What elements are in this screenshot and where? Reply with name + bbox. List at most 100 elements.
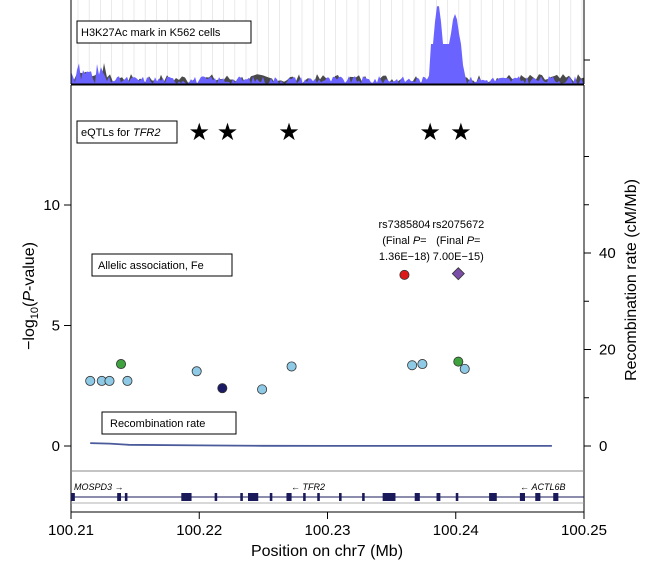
snp-annotation-final-prefix: (Final bbox=[382, 235, 413, 247]
snp-point bbox=[122, 375, 133, 386]
eqtl-star: ★ bbox=[419, 119, 441, 146]
snp-point bbox=[453, 356, 464, 367]
eqtl-star: ★ bbox=[188, 119, 210, 146]
recombination-label: Recombination rate bbox=[110, 418, 205, 430]
y2-axis-title: Recombination rate (cM/Mb) bbox=[623, 179, 640, 381]
gene-direction-arrow: ← bbox=[291, 482, 303, 492]
gene-exon bbox=[117, 493, 122, 501]
snp-annotation-final: (Final P= bbox=[382, 235, 426, 247]
eqtl-star: ★ bbox=[217, 119, 239, 146]
gene-exon bbox=[269, 493, 273, 501]
gene-exon bbox=[436, 493, 441, 501]
y-tick-label: 10 bbox=[43, 197, 60, 214]
gene-exon bbox=[455, 493, 459, 501]
x-tick-label: 100.23 bbox=[305, 522, 351, 539]
y2-tick-label: 40 bbox=[599, 245, 616, 262]
gene-name: TFR2 bbox=[303, 482, 326, 492]
x-axis-ticks: 100.21 100.22 100.23 100.24 100.25 bbox=[48, 512, 607, 539]
gene-exon bbox=[535, 493, 541, 501]
gene-label: ← ACTL6B bbox=[520, 482, 566, 492]
gene-exon bbox=[214, 493, 218, 501]
y-tick-label: 5 bbox=[52, 318, 60, 335]
snp-point bbox=[257, 384, 268, 395]
gene-exon bbox=[382, 493, 396, 501]
chipseq-track: H3K27Ac mark in K562 cells bbox=[70, 0, 590, 85]
gene-exon bbox=[286, 493, 292, 501]
y-tick-label: 0 bbox=[52, 438, 60, 455]
gene-exon bbox=[519, 493, 526, 501]
eqtl-label-box bbox=[76, 120, 178, 144]
snp-annotation-final: (Final P= bbox=[436, 235, 480, 247]
snp-annotation-pvalue: 1.36E−18) bbox=[379, 251, 430, 263]
eqtl-stars: ★ ★ ★ ★ ★ bbox=[188, 119, 471, 146]
snp-point bbox=[104, 375, 115, 386]
snp-points bbox=[85, 267, 470, 395]
snp-point-diamond bbox=[451, 267, 465, 281]
y-axis-title: −log10(P-value) bbox=[21, 242, 41, 350]
snp-point bbox=[399, 269, 410, 280]
gene-exon bbox=[414, 493, 420, 501]
y2-tick-label: 0 bbox=[599, 438, 607, 455]
eqtl-star: ★ bbox=[278, 119, 300, 146]
eqtl-label-prefix: eQTLs for bbox=[81, 127, 133, 139]
gene-label: MOSPD3 → bbox=[74, 482, 124, 492]
x-axis-title: Position on chr7 (Mb) bbox=[251, 543, 403, 560]
gene-exon bbox=[181, 493, 192, 501]
snp-point bbox=[407, 360, 418, 371]
gene-exon bbox=[362, 493, 365, 501]
y2-axis-ticks: 0 20 40 bbox=[584, 156, 616, 455]
gene-exon bbox=[317, 493, 320, 501]
y-axis-ticks: 0 5 10 bbox=[43, 197, 71, 455]
x-tick-label: 100.21 bbox=[48, 522, 94, 539]
snp-annotation-equals: = bbox=[420, 235, 426, 247]
y-axis-title-subscript: 10 bbox=[29, 307, 41, 319]
gene-exon bbox=[489, 493, 497, 501]
snp-point bbox=[417, 359, 428, 370]
snp-annotation-p: P bbox=[467, 235, 475, 247]
association-label-box bbox=[91, 253, 233, 277]
gene-exon bbox=[240, 493, 243, 501]
snp-annotation-equals: = bbox=[474, 235, 480, 247]
chipseq-label-box bbox=[76, 20, 252, 44]
recombination-label-box bbox=[101, 411, 237, 435]
x-tick-label: 100.24 bbox=[433, 522, 479, 539]
recombination-rate-line bbox=[90, 442, 552, 447]
y-axis-title-part1: −log bbox=[21, 319, 38, 350]
eqtl-star: ★ bbox=[450, 119, 472, 146]
chipseq-label: H3K27Ac mark in K562 cells bbox=[81, 27, 221, 39]
snp-annotation-p: P bbox=[413, 235, 421, 247]
snp-point bbox=[85, 375, 96, 386]
snp-annotation-name: rs7385804 bbox=[378, 219, 430, 231]
snp-point bbox=[286, 361, 297, 372]
snp-annotation-pvalue: 7.00E−15) bbox=[433, 251, 484, 263]
y-axis-title-part2: ( bbox=[21, 301, 38, 307]
snp-point bbox=[459, 363, 470, 374]
gene-direction-arrow: ← bbox=[520, 482, 532, 492]
y2-tick-label: 20 bbox=[599, 342, 616, 359]
snp-point bbox=[217, 383, 228, 394]
gene-exon bbox=[339, 493, 342, 501]
gene-name: ACTL6B bbox=[531, 482, 566, 492]
snp-annotations: rs7385804(Final P=1.36E−18)rs2075672(Fin… bbox=[378, 219, 484, 263]
gene-exon bbox=[71, 493, 75, 501]
gene-name: MOSPD3 bbox=[74, 482, 112, 492]
gene-direction-arrow: → bbox=[112, 482, 124, 492]
eqtl-label: eQTLs for TFR2 bbox=[81, 127, 160, 139]
snp-annotation-name: rs2075672 bbox=[432, 219, 484, 231]
snp-annotation-final-prefix: (Final bbox=[436, 235, 467, 247]
y-axis-title-p: P bbox=[21, 291, 38, 302]
snp-point bbox=[116, 359, 127, 370]
snp-point bbox=[191, 366, 202, 377]
gene-exon bbox=[553, 493, 559, 501]
x-tick-label: 100.22 bbox=[176, 522, 222, 539]
eqtl-label-gene: TFR2 bbox=[133, 127, 161, 139]
gene-label: ← TFR2 bbox=[291, 482, 325, 492]
association-label: Allelic association, Fe bbox=[98, 260, 204, 272]
main-plot: eQTLs for TFR2 ★ ★ ★ ★ ★ Allelic association… bbox=[21, 84, 640, 560]
y-axis-title-part3: -value) bbox=[21, 242, 38, 291]
gene-track: MOSPD3 → ← TFR2 ← ACTL6B bbox=[71, 482, 584, 504]
x-tick-label: 100.25 bbox=[561, 522, 607, 539]
gene-exon bbox=[247, 493, 259, 501]
chipseq-signal bbox=[71, 6, 584, 85]
